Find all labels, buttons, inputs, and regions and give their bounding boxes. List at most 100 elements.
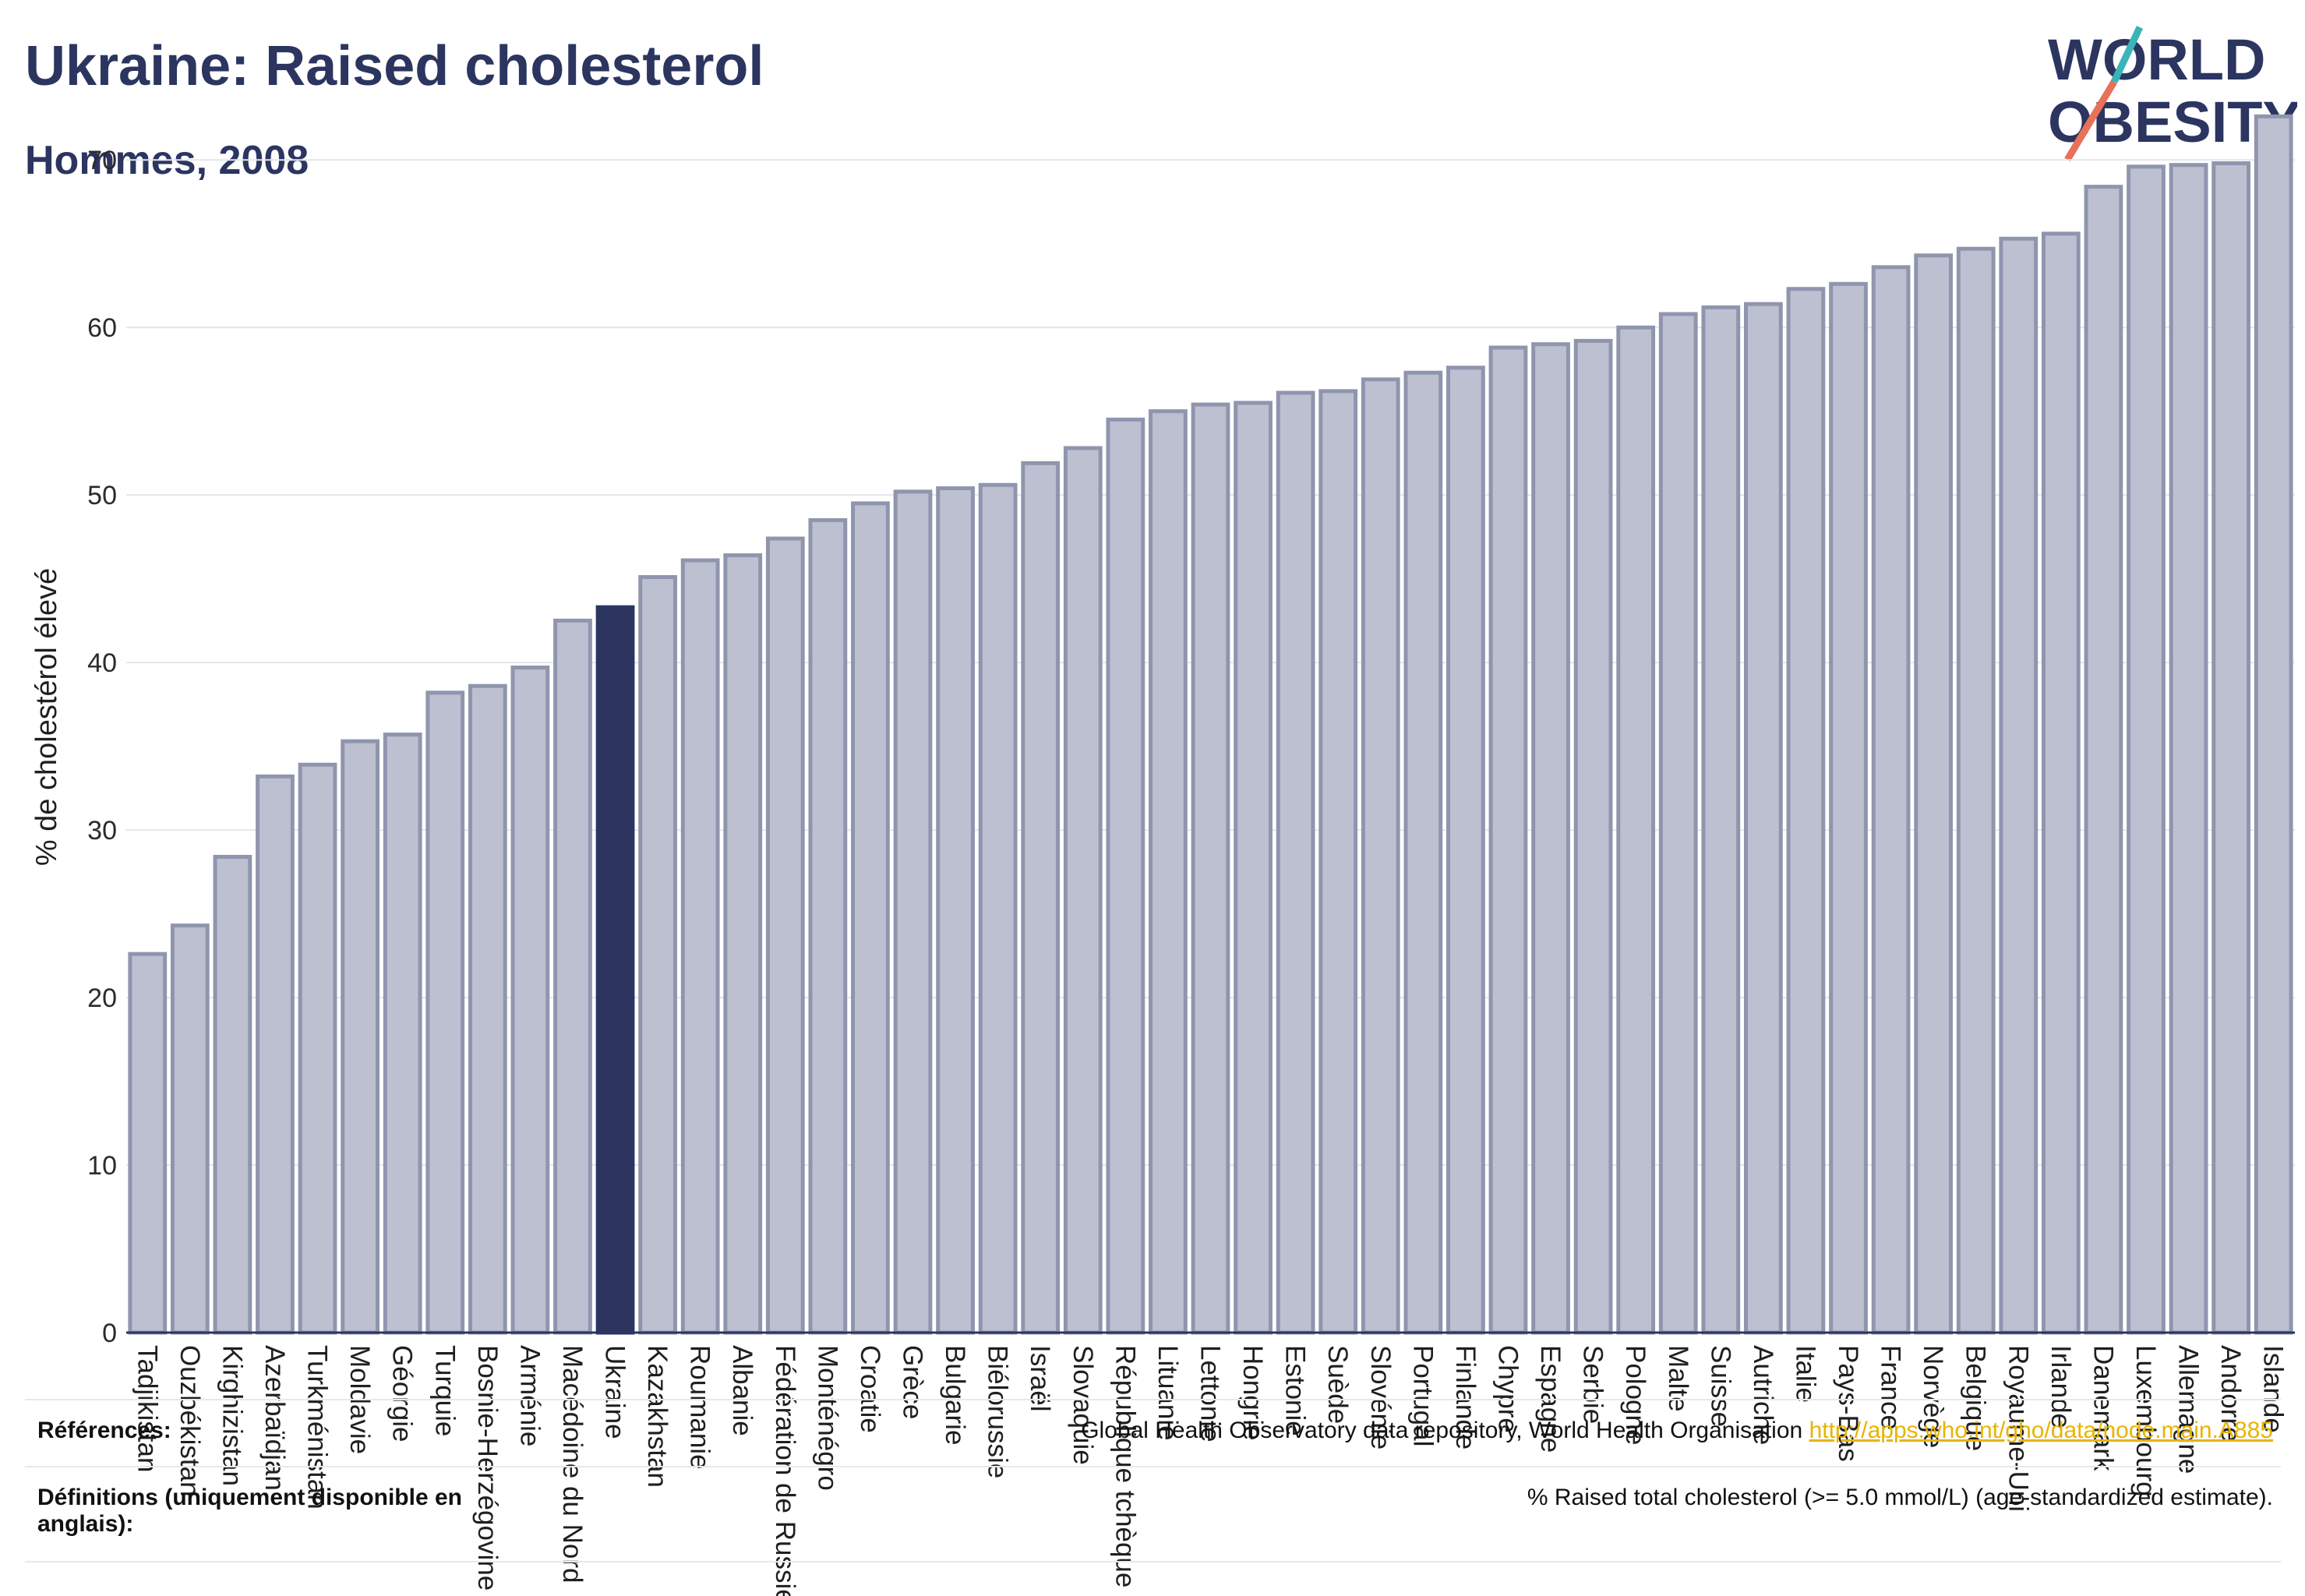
bar-mac-doine-du-nord[interactable] (553, 618, 592, 1335)
y-axis-label: % de cholestérol élevé (30, 568, 63, 866)
bar-allemagne[interactable] (2169, 163, 2208, 1335)
bar-bi-lorussie[interactable] (978, 482, 1018, 1335)
bar-ouzb-kistan[interactable] (170, 923, 210, 1335)
bars (126, 114, 2295, 1335)
bar-lettonie[interactable] (1191, 402, 1230, 1335)
bar-finlande[interactable] (1446, 365, 1485, 1335)
references-label: Références: (37, 1418, 171, 1443)
x-tick-label: Suisse (1705, 1345, 1735, 1427)
x-tick-label: Serbie (1578, 1345, 1608, 1424)
bar-pays-bas[interactable] (1829, 281, 1868, 1335)
x-tick-label: Hongrie (1237, 1345, 1268, 1441)
x-tick-label: Luxembourg (2130, 1345, 2161, 1497)
x-tick-label: Géorgie (387, 1345, 418, 1442)
x-tick-label: Italie (1790, 1345, 1820, 1403)
bar-pologne[interactable] (1616, 325, 1656, 1335)
bar-bulgarie[interactable] (936, 486, 975, 1335)
bar-albanie[interactable] (723, 553, 763, 1335)
bar-chypre[interactable] (1488, 345, 1528, 1335)
x-tick-label: Slovaquie (1068, 1345, 1098, 1465)
y-tick-label: 40 (87, 648, 117, 678)
bar-gr-ce[interactable] (893, 489, 933, 1335)
bar-tadjikistan[interactable] (128, 952, 168, 1335)
x-tick-label: Pologne (1620, 1345, 1650, 1445)
bar-bosnie-herz-govine[interactable] (468, 683, 507, 1335)
y-tick-label: 30 (87, 816, 117, 846)
bar-norv-ge[interactable] (1914, 253, 1954, 1335)
x-tick-label: Ukraine (600, 1345, 630, 1439)
bar-danemark[interactable] (2084, 185, 2123, 1335)
x-tick-label: France (1876, 1345, 1906, 1430)
bar-su-de[interactable] (1318, 389, 1358, 1335)
bar-france[interactable] (1871, 265, 1911, 1335)
x-tick-label: Portugal (1407, 1345, 1438, 1446)
bar-isra-l[interactable] (1021, 461, 1061, 1335)
bar-estonie[interactable] (1276, 390, 1315, 1335)
x-tick-label: Albanie (727, 1345, 757, 1436)
x-tick-label: Allemagne (2173, 1345, 2204, 1474)
bar-croatie[interactable] (851, 501, 890, 1335)
x-tick-label: Kirghizistan (217, 1345, 247, 1486)
bar-espagne[interactable] (1531, 342, 1570, 1335)
bar-f-d-ration-de-russie[interactable] (765, 536, 805, 1335)
bar-arm-nie[interactable] (510, 666, 550, 1335)
bar-turquie[interactable] (425, 690, 465, 1335)
x-axis-ticks: Tadjikistan Ouzbékistan Kirghizistan Azerba… (132, 1345, 2288, 1596)
y-tick-label: 50 (87, 481, 117, 510)
y-axis-ticks: 0 10 20 30 40 50 60 70 (87, 146, 117, 1348)
x-tick-label: Royaume-Uni (2003, 1345, 2033, 1512)
footer-table: Références: Global Health Observatory da… (25, 1399, 2281, 1562)
bar-belgique[interactable] (1956, 246, 1996, 1335)
bar-mont-n-gro[interactable] (808, 517, 848, 1335)
x-tick-label: Kazakhstan (642, 1345, 672, 1488)
y-tick-label: 20 (87, 983, 117, 1013)
y-tick-label: 60 (87, 313, 117, 343)
x-tick-label: Bulgarie (940, 1345, 970, 1445)
x-tick-label: Bosnie-Herzégovine (472, 1345, 503, 1591)
bar-r-publique-tch-que[interactable] (1106, 417, 1145, 1335)
bar-irlande[interactable] (2041, 231, 2081, 1335)
x-tick-label: Tadjikistan (132, 1345, 162, 1472)
x-tick-label: Belgique (1961, 1345, 1991, 1451)
x-tick-label: Biélorussie (983, 1345, 1013, 1478)
bar-lituanie[interactable] (1149, 409, 1188, 1335)
x-tick-label: Norvège (1918, 1345, 1948, 1448)
bar-autriche[interactable] (1744, 302, 1783, 1335)
bar-royaume-uni[interactable] (1999, 236, 2038, 1335)
x-tick-label: Croatie (855, 1345, 885, 1433)
bar-malte[interactable] (1658, 312, 1698, 1335)
x-tick-label: Grèce (898, 1345, 928, 1419)
bar-portugal[interactable] (1403, 370, 1443, 1335)
x-tick-label: Danemark (2088, 1345, 2118, 1471)
bar-g-orgie[interactable] (383, 733, 422, 1335)
x-tick-label: Irlande (2046, 1345, 2076, 1428)
x-tick-label: Macédoine du Nord (557, 1345, 588, 1583)
bar-andorre[interactable] (2211, 161, 2251, 1335)
bar-serbie[interactable] (1573, 338, 1613, 1335)
bar-turkm-nistan[interactable] (298, 762, 337, 1335)
definitions-text: % Raised total cholesterol (>= 5.0 mmol/… (1527, 1485, 2273, 1510)
bar-islande[interactable] (2254, 114, 2293, 1335)
x-tick-label: Arménie (514, 1345, 545, 1446)
bar-slovaquie[interactable] (1063, 446, 1103, 1335)
references-value: Global Health Observatory data repositor… (1081, 1418, 2273, 1444)
definitions-row: Définitions (uniquement disponible en an… (25, 1466, 2281, 1562)
x-tick-label: Estonie (1280, 1345, 1311, 1436)
bar-kazakhstan[interactable] (638, 575, 677, 1335)
bar-hongrie[interactable] (1234, 401, 1273, 1335)
references-link[interactable]: http://apps.who.int/gho/data/node.main.A… (1809, 1418, 2273, 1443)
bar-luxembourg[interactable] (2127, 164, 2166, 1335)
x-tick-label: Pays-Bas (1833, 1345, 1863, 1462)
bar-ukraine[interactable] (595, 605, 635, 1335)
bar-italie[interactable] (1786, 287, 1826, 1335)
x-tick-label: Chypre (1492, 1345, 1523, 1433)
bar-azerba-djan[interactable] (256, 774, 295, 1335)
bar-slov-nie[interactable] (1361, 377, 1400, 1335)
bar-kirghizistan[interactable] (213, 854, 252, 1335)
bar-suisse[interactable] (1701, 305, 1741, 1335)
x-tick-label: Roumanie (685, 1345, 715, 1470)
bar-moldavie[interactable] (341, 739, 380, 1335)
bar-roumanie[interactable] (680, 558, 720, 1335)
x-tick-label: Fédération de Russie (770, 1345, 800, 1596)
